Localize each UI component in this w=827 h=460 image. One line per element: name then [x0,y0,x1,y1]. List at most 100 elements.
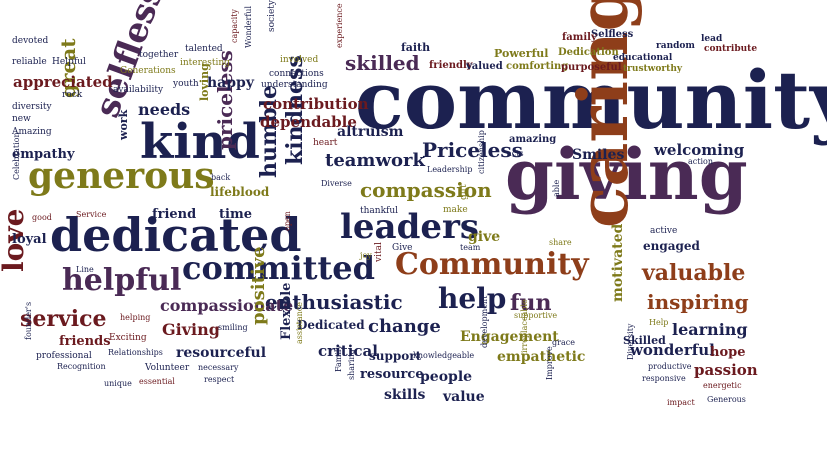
word-smiling-124: smiling [218,323,248,332]
word-leadership-102: Leadership [427,165,473,174]
word-empathetic-39: empathetic [497,349,586,365]
word-friends-57: friends [59,334,111,349]
word-generous-5: generous [28,155,215,197]
word-exciting-122: Exciting [109,333,147,343]
word-family-69: family [562,32,597,43]
word-action-110: action [688,157,713,166]
word-helpful-9: helpful [62,263,182,298]
word-altruism-49: altruism [337,124,404,140]
word-sharing-139: sharing [347,349,356,380]
word-wonderful-37: wonderful [630,341,715,359]
word-gift-107: gift [459,184,469,200]
word-flexible-58: Flexible [279,282,294,340]
word-thankful-105: thankful [360,206,399,216]
word-random-76: random [656,41,695,51]
word-comforting-73: comforting [506,61,569,72]
word-dedicated-3: dedicated [50,208,302,262]
word-trustworthy-77: trustworthy [623,64,683,74]
word-interesting-93: interesting [180,58,230,68]
word-giving-1: giving [505,133,748,216]
word-unique-134: unique [104,379,132,388]
word-skilled-63: Skilled [623,334,666,347]
word-priceless-22: Priceless [422,138,523,162]
word-line-121: Line [76,265,94,274]
word-generous-149: Generous [707,395,746,404]
word-knowledgeable-140: knowledgeable [413,351,475,360]
word-valued-72: valued [466,61,503,72]
word-improve-143: Improve [545,346,554,380]
word-joy-119: joy [360,251,372,260]
word-dedicated-51: Dedicated [297,318,365,332]
word-loving-61: loving [198,63,211,101]
word-community-7: Community [395,247,589,282]
word-giving-40: Giving [162,320,220,339]
word-loyal-55: loyal [12,232,47,247]
word-understanding-90: understanding [261,80,328,90]
word-back-114: back [211,173,231,182]
word-necessary-133: necessary [198,363,239,372]
word-active-109: active [650,226,678,236]
word-people-44: people [420,369,473,385]
word-support-52: support [369,349,422,363]
word-motivated-47: motivated [610,223,626,302]
word-citizenship-103: citizenship [477,130,486,174]
word-wonderful-86: Wonderful [244,6,253,48]
word-needs-28: needs [138,100,191,119]
word-community-0: community [355,53,827,147]
word-positive-25: positive [248,246,269,325]
word-helping-123: helping [120,313,151,322]
word-service-113: Service [76,210,107,219]
word-connections-89: connections [269,69,324,79]
word-volunteer-132: Volunteer [145,363,190,373]
word-inspiring-15: inspiring [647,290,749,314]
word-open-115: open [283,211,292,231]
word-help-127: Help [649,318,669,327]
word-good-112: good [32,213,52,222]
word-contribution-31: contribution [263,95,369,113]
word-give-50: give [468,229,501,245]
word-valuable-14: valuable [642,260,746,286]
word-time-56: time [219,207,252,222]
word-assistance-137: assistance [295,302,304,344]
word-passion-36: passion [694,361,758,379]
word-compassionate-18: compassionate [160,296,294,315]
word-rock-96: rock [62,90,83,100]
word-happy-30: happy [207,75,254,91]
word-teamwork-21: teamwork [325,150,425,171]
word-family-138: Family [334,345,343,372]
word-diversity-97: diversity [12,102,52,112]
word-smiles-48: Smiles [572,147,625,163]
word-devoted-80: devoted [12,36,49,46]
word-responsive-146: responsive [642,374,686,383]
word-energetic-147: energetic [703,381,742,390]
word-change-24: change [368,316,441,337]
word-appreciated-33: appreciated [13,73,113,91]
word-reliable-81: reliable [12,57,47,67]
word-together-83: together [139,50,179,60]
word-work-60: work [117,109,130,140]
word-respect-136: respect [204,375,235,384]
word-friendly-71: friendly [429,60,473,71]
word-hope-62: hope [710,345,746,360]
word-engaged-64: engaged [643,239,700,253]
word-grace-126: grace [552,338,575,347]
word-youth-94: youth [173,79,199,89]
word-lifeblood-59: lifeblood [210,185,270,199]
word-recognition-131: Recognition [57,362,106,371]
word-team-116: team [460,243,481,252]
word-skills-45: skills [384,387,426,403]
word-irreplaceable-142: irreplaceable [520,299,529,353]
word-learning-35: learning [672,320,748,339]
word-generations-92: Generations [120,66,176,76]
word-dependable-32: dependable [260,113,357,131]
word-skilled-27: skilled [345,51,420,75]
word-relationships-130: Relationships [108,348,163,357]
word-resource-43: resource [360,367,424,382]
word-dedication-67: Dedication [558,47,619,58]
word-society-87: society [267,0,277,32]
word-kind-4: kind [140,114,260,170]
word-resourceful-41: resourceful [176,345,267,361]
word-celebration-111: Celebration [12,132,21,180]
word-lead-78: lead [701,34,723,44]
